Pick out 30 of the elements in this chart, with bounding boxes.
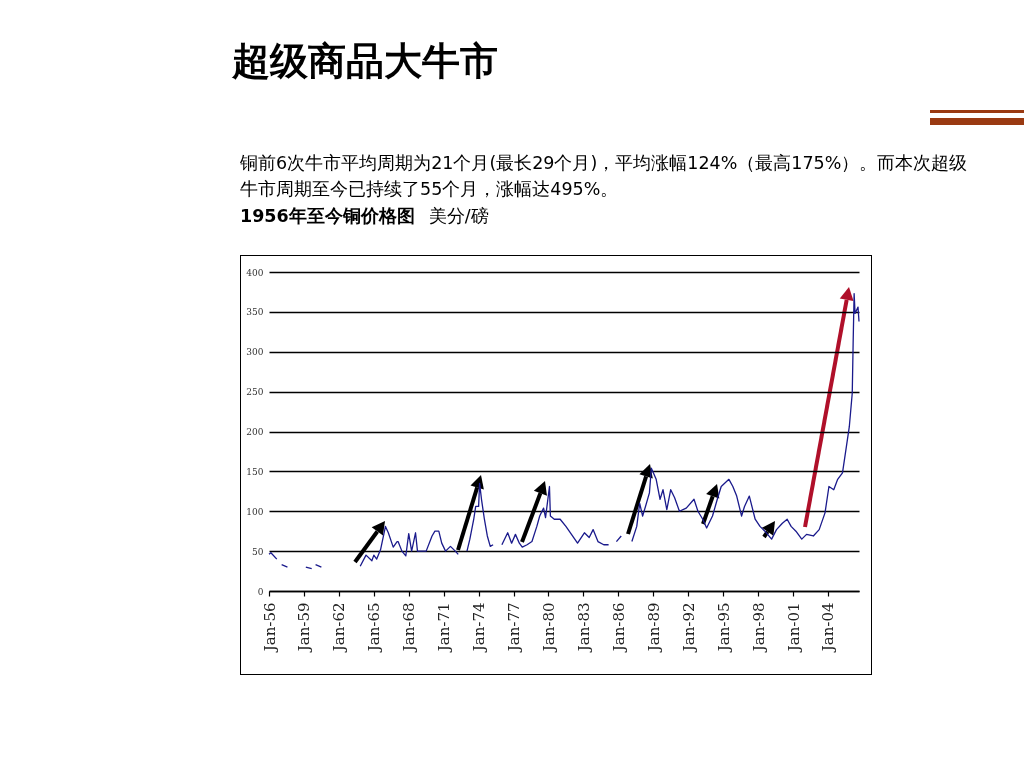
x-tick-label: Jan-04 [819, 602, 838, 654]
text: 1956年至今铜价格图 [240, 206, 415, 226]
y-tick-label: 0 [257, 586, 264, 597]
x-tick-label: Jan-77 [505, 602, 524, 654]
x-tick-label: Jan-59 [295, 602, 314, 654]
x-tick-label: Jan-98 [749, 602, 768, 654]
x-tick-label: Jan-01 [784, 602, 803, 654]
x-tick-label: Jan-62 [330, 602, 349, 654]
x-tick-label: Jan-56 [260, 602, 279, 654]
x-tick-label: Jan-89 [644, 602, 663, 654]
y-tick-label: 400 [246, 267, 264, 278]
x-tick-label: Jan-86 [609, 602, 628, 654]
text: 美分/磅 [428, 206, 489, 226]
y-tick-label: 50 [252, 546, 264, 557]
x-tick-label: Jan-92 [679, 602, 698, 654]
x-tick-label: Jan-65 [365, 602, 384, 654]
y-tick-label: 200 [246, 427, 264, 437]
chart-subtitle: 铜前6次牛市平均周期为21个月(最长29个月)，平均涨幅124%（最高175%）。而本次超级牛市周期至今已持续了55个月，涨幅达495%。 [240, 152, 969, 201]
x-tick-label: Jan-83 [574, 602, 593, 654]
x-tick-label: Jan-80 [539, 602, 558, 654]
x-tick-label: Jan-68 [400, 602, 419, 654]
y-tick-label: 250 [246, 387, 264, 398]
y-tick-label: 300 [246, 347, 264, 358]
y-tick-label: 150 [246, 466, 264, 477]
x-tick-label: Jan-74 [470, 602, 489, 654]
chart-title: 超级商品大牛市 [232, 37, 498, 85]
y-tick-label: 350 [246, 307, 264, 318]
y-tick-label: 100 [246, 506, 264, 517]
x-tick-label: Jan-71 [435, 602, 454, 654]
x-tick-label: Jan-95 [714, 602, 733, 654]
